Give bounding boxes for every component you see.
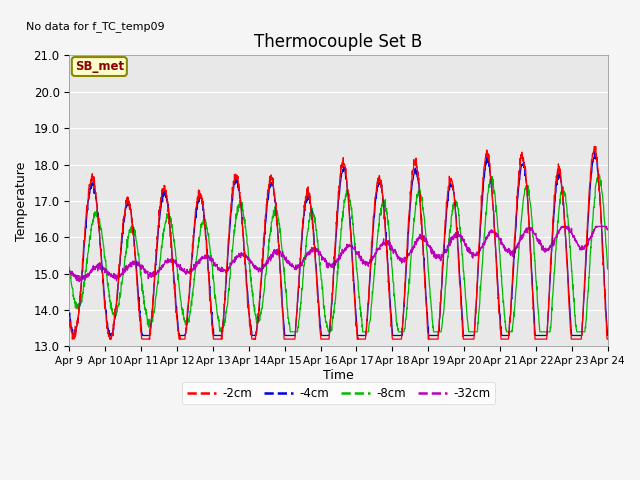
Text: SB_met: SB_met <box>75 60 124 73</box>
X-axis label: Time: Time <box>323 369 354 382</box>
Legend: -2cm, -4cm, -8cm, -32cm: -2cm, -4cm, -8cm, -32cm <box>182 382 495 405</box>
Text: No data for f_TC_temp09: No data for f_TC_temp09 <box>26 21 165 32</box>
Title: Thermocouple Set B: Thermocouple Set B <box>255 33 422 51</box>
Y-axis label: Temperature: Temperature <box>15 161 28 240</box>
